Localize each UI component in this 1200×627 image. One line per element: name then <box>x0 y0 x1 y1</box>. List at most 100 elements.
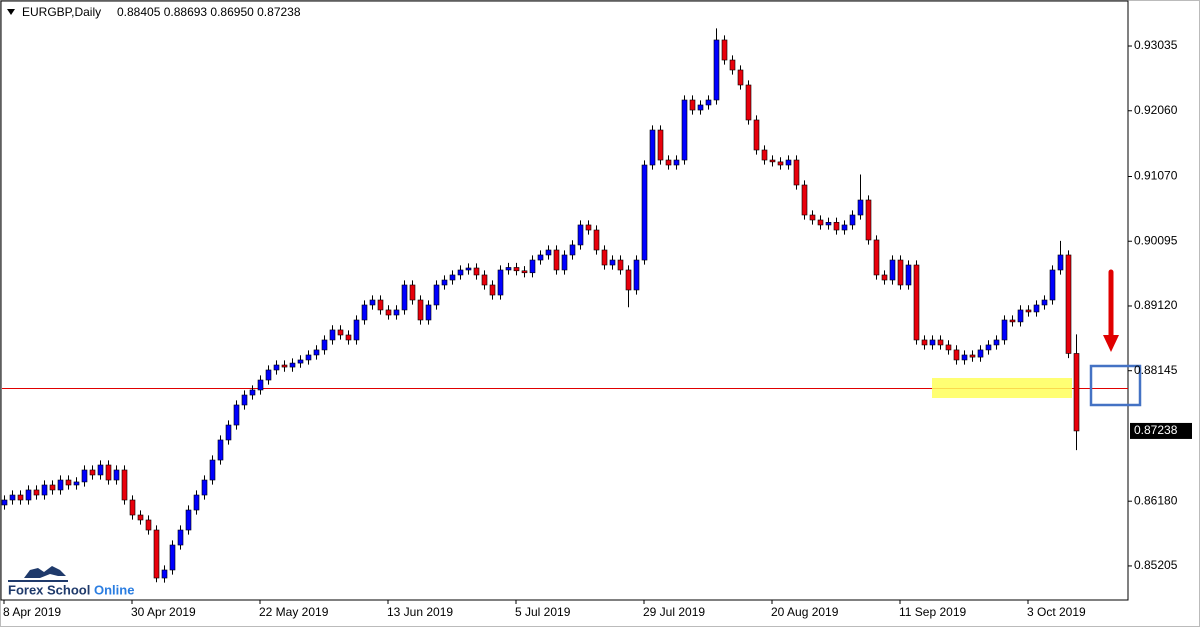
candle-body <box>841 224 848 231</box>
candle-body <box>89 469 96 476</box>
candle-body <box>1057 254 1064 271</box>
candle-body <box>865 199 872 241</box>
candle-body <box>321 339 328 351</box>
x-tick-label: 13 Jun 2019 <box>387 605 453 619</box>
candle-body <box>521 270 528 274</box>
candle-body <box>1049 269 1056 301</box>
candle-body <box>161 569 168 579</box>
symbol-title: EURGBP,Daily <box>22 5 101 19</box>
candle-body <box>641 164 648 261</box>
candle-body <box>569 244 576 256</box>
candle-body <box>81 469 88 483</box>
y-tick-label: 0.88145 <box>1134 363 1178 377</box>
candle-body <box>649 129 656 166</box>
candle-body <box>825 222 832 226</box>
candle-body <box>377 299 384 311</box>
candle-body <box>977 349 984 358</box>
candle-body <box>633 259 640 291</box>
y-tick-label: 0.92060 <box>1134 103 1178 117</box>
candle-body <box>601 249 608 266</box>
candle-body <box>1001 319 1008 341</box>
ohlc-label: 0.88405 0.88693 0.86950 0.87238 <box>117 5 301 19</box>
candle-body <box>593 229 600 251</box>
candle-body <box>313 349 320 356</box>
candle-body <box>1041 299 1048 306</box>
candle-body <box>449 274 456 281</box>
candle-body <box>777 161 784 166</box>
x-tick-label: 8 Apr 2019 <box>3 605 61 619</box>
candle-body <box>705 99 712 106</box>
candle-body <box>465 267 472 271</box>
candle-body <box>785 159 792 166</box>
logo-text: Forex School <box>8 582 90 597</box>
candle-body <box>801 184 808 216</box>
candle-body <box>561 254 568 271</box>
y-tick-label: 0.93035 <box>1134 38 1178 52</box>
candle-body <box>809 214 816 221</box>
candle-body <box>689 99 696 111</box>
candle-body <box>177 529 184 546</box>
candle-body <box>953 349 960 361</box>
candle-body <box>609 259 616 266</box>
plot-frame <box>0 0 1129 601</box>
candle-body <box>457 269 464 276</box>
current-price-label: 0.87238 <box>1134 423 1178 437</box>
candle-body <box>529 259 536 274</box>
entry-box <box>1089 364 1142 407</box>
candle-body <box>553 249 560 271</box>
candle-body <box>617 259 624 271</box>
candle-body <box>937 339 944 346</box>
logo-text-accent: Online <box>94 582 134 597</box>
x-tick-label: 5 Jul 2019 <box>515 605 571 619</box>
candle-body <box>985 344 992 351</box>
candle-body <box>225 424 232 441</box>
candle-body <box>369 299 376 306</box>
candle-body <box>1 499 8 506</box>
candle-body <box>881 274 888 281</box>
support-zone <box>932 378 1072 398</box>
candle-body <box>537 254 544 261</box>
price-box <box>1130 422 1192 439</box>
candle-body <box>921 339 928 346</box>
candle-body <box>345 334 352 341</box>
candle-body <box>857 199 864 216</box>
candle-body <box>65 479 72 486</box>
candle-body <box>761 149 768 161</box>
candle-body <box>25 489 32 501</box>
candle-body <box>905 264 912 286</box>
candle-body <box>337 329 344 336</box>
candle-body <box>1009 319 1016 323</box>
candle-body <box>153 529 160 579</box>
candle-body <box>929 339 936 346</box>
candle-body <box>1025 309 1032 313</box>
y-tick-label: 0.89120 <box>1134 298 1178 312</box>
x-tick-label: 11 Sep 2019 <box>899 605 966 619</box>
candle-body <box>305 354 312 361</box>
logo-bar <box>8 580 68 582</box>
candle-body <box>97 464 104 476</box>
candle-body <box>745 84 752 121</box>
candle-body <box>41 484 48 496</box>
candle-body <box>417 299 424 321</box>
candle-body <box>425 304 432 321</box>
candle-body <box>393 309 400 316</box>
candle-body <box>729 59 736 71</box>
candle-body <box>265 369 272 381</box>
candle-body <box>993 339 1000 346</box>
candle-body <box>481 274 488 286</box>
candle-body <box>721 39 728 61</box>
candle-body <box>273 364 280 371</box>
x-tick-label: 20 Aug 2019 <box>771 605 839 619</box>
candle-body <box>889 259 896 281</box>
candle-body <box>257 379 264 391</box>
y-tick-label: 0.91070 <box>1134 169 1178 183</box>
menu-arrow[interactable] <box>7 9 15 15</box>
x-tick-label: 3 Oct 2019 <box>1027 605 1086 619</box>
candle-body <box>969 354 976 358</box>
candle-body <box>737 69 744 86</box>
candle-body <box>249 389 256 396</box>
candle-body <box>505 267 512 271</box>
candle-body <box>433 284 440 306</box>
candle-body <box>441 279 448 286</box>
